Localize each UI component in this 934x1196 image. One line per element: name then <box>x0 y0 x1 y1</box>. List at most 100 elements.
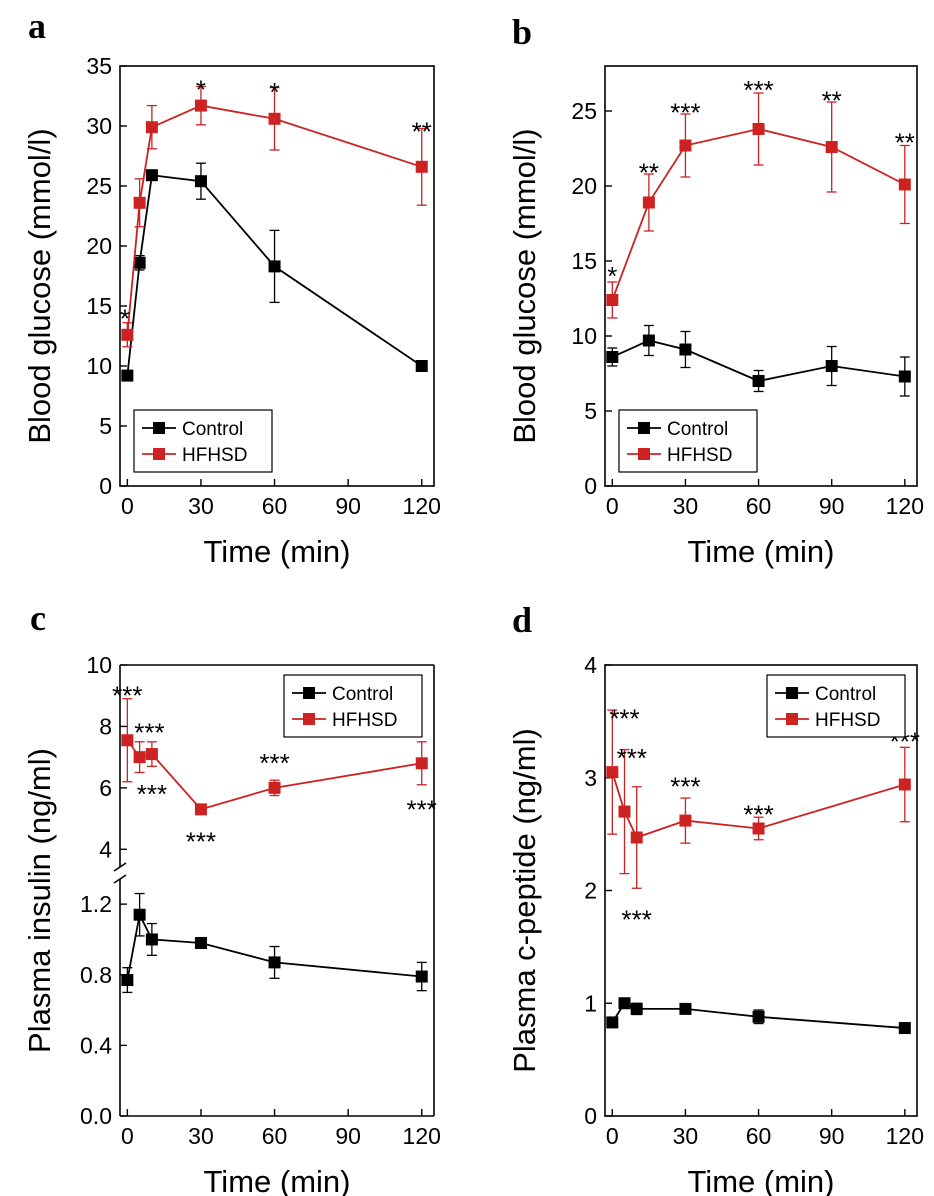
data-point <box>133 256 146 269</box>
x-tick-label: 30 <box>673 493 699 519</box>
data-point <box>679 814 692 827</box>
legend-marker <box>638 422 650 434</box>
series-line <box>611 771 906 839</box>
x-tick-label: 90 <box>819 493 845 519</box>
y-axis-title: Blood glucose (mmol/l) <box>22 128 57 443</box>
y-tick-label: 10 <box>86 652 112 678</box>
data-point <box>145 169 158 182</box>
data-point <box>194 936 207 949</box>
data-point <box>121 734 134 747</box>
data-point <box>194 99 207 112</box>
y-tick-label: 25 <box>571 98 597 124</box>
x-tick-label: 90 <box>335 493 361 519</box>
y-tick-label: 15 <box>571 248 597 274</box>
significance-label: * <box>120 304 130 334</box>
series-hfhsd <box>606 709 911 889</box>
x-tick-label: 120 <box>886 493 924 519</box>
legend-label: Control <box>815 684 876 705</box>
x-axis-title: Time (min) <box>204 1164 351 1196</box>
significance-label: *** <box>617 743 647 773</box>
legend-label: HFHSD <box>182 445 247 466</box>
significance-label: ** <box>895 128 915 158</box>
data-point <box>642 334 655 347</box>
x-tick-label: 30 <box>188 1123 214 1149</box>
x-tick-label: 60 <box>262 1123 288 1149</box>
legend-label: Control <box>667 419 728 440</box>
series-control <box>121 892 428 994</box>
x-axis-title: Time (min) <box>204 534 351 569</box>
y-tick-label: 0 <box>584 473 597 499</box>
y-tick-label: 0 <box>584 1103 597 1129</box>
data-point <box>606 766 619 779</box>
significance-label: *** <box>259 748 289 778</box>
axis-break-mark <box>113 862 127 872</box>
legend-label: HFHSD <box>332 710 397 731</box>
series-line <box>126 911 422 981</box>
data-point <box>606 294 619 306</box>
data-point <box>121 974 134 987</box>
significance-label: *** <box>134 718 164 748</box>
significance-label: *** <box>112 681 142 711</box>
significance-label: *** <box>609 704 639 734</box>
x-tick-label: 120 <box>886 1123 924 1149</box>
y-axis-title: Plasma c-peptide (ng/ml) <box>507 728 542 1073</box>
data-point <box>268 781 281 794</box>
data-point <box>133 908 146 921</box>
x-axis-title: Time (min) <box>688 534 835 569</box>
data-point <box>415 160 428 173</box>
x-tick-label: 60 <box>262 493 288 519</box>
y-tick-label: 35 <box>86 53 112 79</box>
data-point <box>415 757 428 770</box>
data-point <box>145 748 158 761</box>
x-tick-label: 120 <box>403 1123 441 1149</box>
significance-label: * <box>196 74 206 104</box>
significance-label: *** <box>670 771 700 801</box>
x-tick-label: 120 <box>403 493 441 519</box>
significance-label: *** <box>407 794 437 824</box>
significance-label: *** <box>743 800 773 830</box>
data-point <box>618 805 631 818</box>
data-point <box>898 1022 911 1035</box>
series-line <box>611 128 906 301</box>
legend: Control HFHSD <box>618 409 758 473</box>
axis-frame <box>604 65 918 487</box>
legend-label: Control <box>182 419 243 440</box>
y-tick-label: 1.2 <box>80 891 112 917</box>
axis-frame <box>119 65 435 487</box>
significance-label: *** <box>137 779 167 809</box>
significance-label: *** <box>622 904 652 934</box>
y-tick-label: 20 <box>571 173 597 199</box>
y-tick-label: 0 <box>99 473 112 499</box>
legend-label: HFHSD <box>815 710 880 731</box>
significance-label: * <box>607 261 617 291</box>
data-point <box>121 369 134 382</box>
data-point <box>606 351 619 363</box>
legend-label: Control <box>332 684 393 705</box>
legend-box <box>283 674 423 738</box>
legend-marker <box>786 713 798 725</box>
y-tick-label: 2 <box>584 878 597 904</box>
data-point <box>679 139 692 152</box>
legend-box <box>766 674 906 738</box>
x-tick-label: 30 <box>673 1123 699 1149</box>
data-point <box>642 196 655 209</box>
series-hfhsd <box>121 85 428 348</box>
data-point <box>825 360 838 372</box>
series-control <box>606 997 911 1035</box>
series-control <box>121 162 428 382</box>
y-axis-title: Blood glucose (mmol/l) <box>507 128 542 443</box>
legend-box <box>618 409 758 473</box>
x-tick-label: 60 <box>746 1123 772 1149</box>
series-line <box>611 339 905 382</box>
data-point <box>752 375 765 387</box>
data-point <box>415 970 428 983</box>
y-tick-label: 15 <box>86 293 112 319</box>
x-tick-label: 0 <box>121 1123 134 1149</box>
panel-letter: d <box>512 600 532 640</box>
x-tick-label: 0 <box>121 493 134 519</box>
series-line <box>126 174 423 376</box>
y-tick-label: 10 <box>571 323 597 349</box>
x-tick-label: 90 <box>819 1123 845 1149</box>
legend: Control HFHSD <box>283 674 423 738</box>
y-tick-label: 10 <box>86 353 112 379</box>
